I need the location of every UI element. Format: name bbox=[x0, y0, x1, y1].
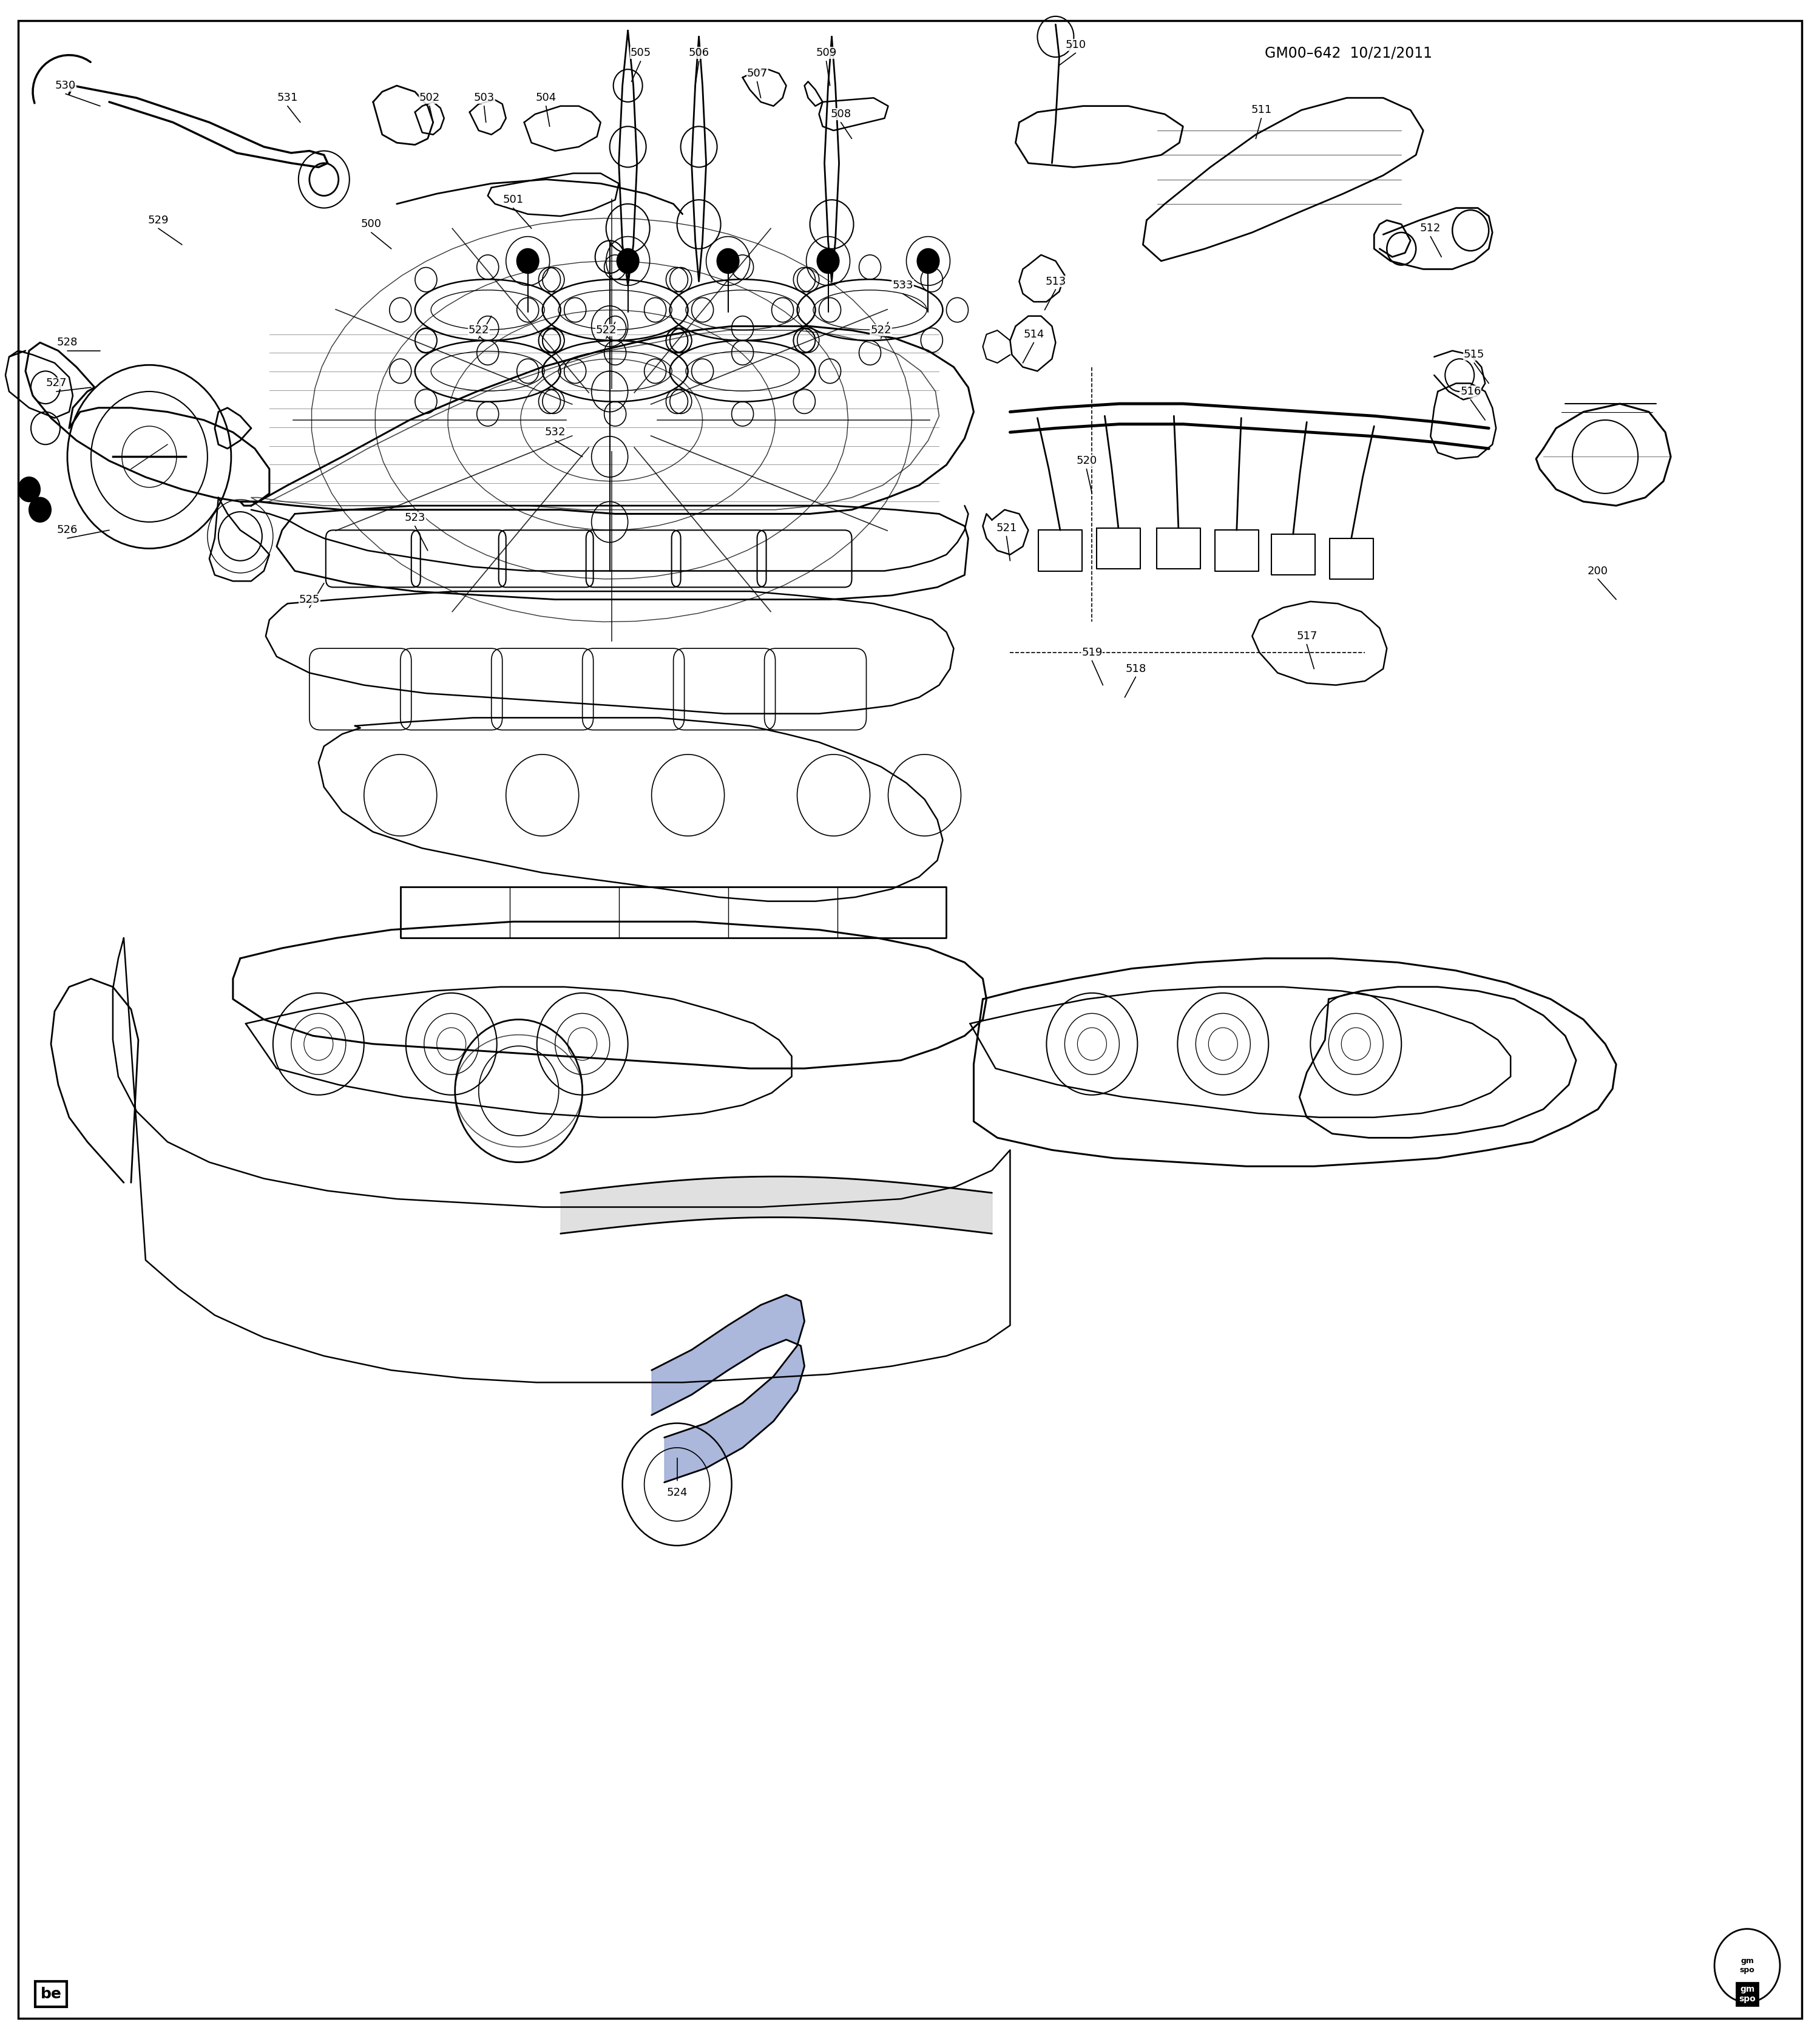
Circle shape bbox=[1714, 1929, 1780, 2002]
Text: 504: 504 bbox=[535, 92, 557, 104]
Circle shape bbox=[817, 249, 839, 273]
Text: 501: 501 bbox=[502, 194, 524, 206]
Text: 531: 531 bbox=[277, 92, 298, 104]
Circle shape bbox=[517, 249, 539, 273]
Text: 503: 503 bbox=[473, 92, 495, 104]
Text: 522: 522 bbox=[870, 324, 892, 336]
Text: gm
spo: gm spo bbox=[1740, 1957, 1754, 1974]
Text: 514: 514 bbox=[1023, 328, 1045, 341]
Circle shape bbox=[29, 498, 51, 522]
Text: 200: 200 bbox=[1587, 565, 1609, 577]
Text: GM00–642  10/21/2011: GM00–642 10/21/2011 bbox=[1265, 45, 1432, 61]
Text: 525: 525 bbox=[298, 593, 320, 606]
Text: 512: 512 bbox=[1420, 222, 1441, 234]
Text: 532: 532 bbox=[544, 426, 566, 438]
Text: 527: 527 bbox=[46, 377, 67, 389]
Text: 517: 517 bbox=[1296, 630, 1318, 642]
Text: 505: 505 bbox=[630, 47, 652, 59]
Text: 518: 518 bbox=[1125, 663, 1147, 675]
Circle shape bbox=[917, 249, 939, 273]
Text: 533: 533 bbox=[892, 279, 914, 292]
Text: 524: 524 bbox=[666, 1486, 688, 1499]
Text: 522: 522 bbox=[595, 324, 617, 336]
Text: 506: 506 bbox=[688, 47, 710, 59]
Text: 519: 519 bbox=[1081, 646, 1103, 659]
Text: 515: 515 bbox=[1463, 349, 1485, 361]
Circle shape bbox=[18, 477, 40, 502]
Circle shape bbox=[617, 249, 639, 273]
Text: 509: 509 bbox=[815, 47, 837, 59]
Text: 508: 508 bbox=[830, 108, 852, 120]
Text: 516: 516 bbox=[1460, 385, 1481, 398]
Text: 520: 520 bbox=[1076, 455, 1097, 467]
Text: 526: 526 bbox=[56, 524, 78, 536]
Text: 521: 521 bbox=[996, 522, 1017, 534]
Circle shape bbox=[717, 249, 739, 273]
Text: 513: 513 bbox=[1045, 275, 1067, 287]
Text: gm
spo: gm spo bbox=[1738, 1986, 1756, 2002]
Text: 523: 523 bbox=[404, 512, 426, 524]
Text: 522: 522 bbox=[468, 324, 490, 336]
Text: 502: 502 bbox=[419, 92, 440, 104]
Text: be: be bbox=[40, 1986, 62, 2002]
Text: 529: 529 bbox=[147, 214, 169, 226]
Text: 530: 530 bbox=[55, 80, 76, 92]
Text: 511: 511 bbox=[1250, 104, 1272, 116]
Text: 507: 507 bbox=[746, 67, 768, 80]
Text: 528: 528 bbox=[56, 336, 78, 349]
Text: 500: 500 bbox=[360, 218, 382, 230]
Text: 510: 510 bbox=[1065, 39, 1087, 51]
